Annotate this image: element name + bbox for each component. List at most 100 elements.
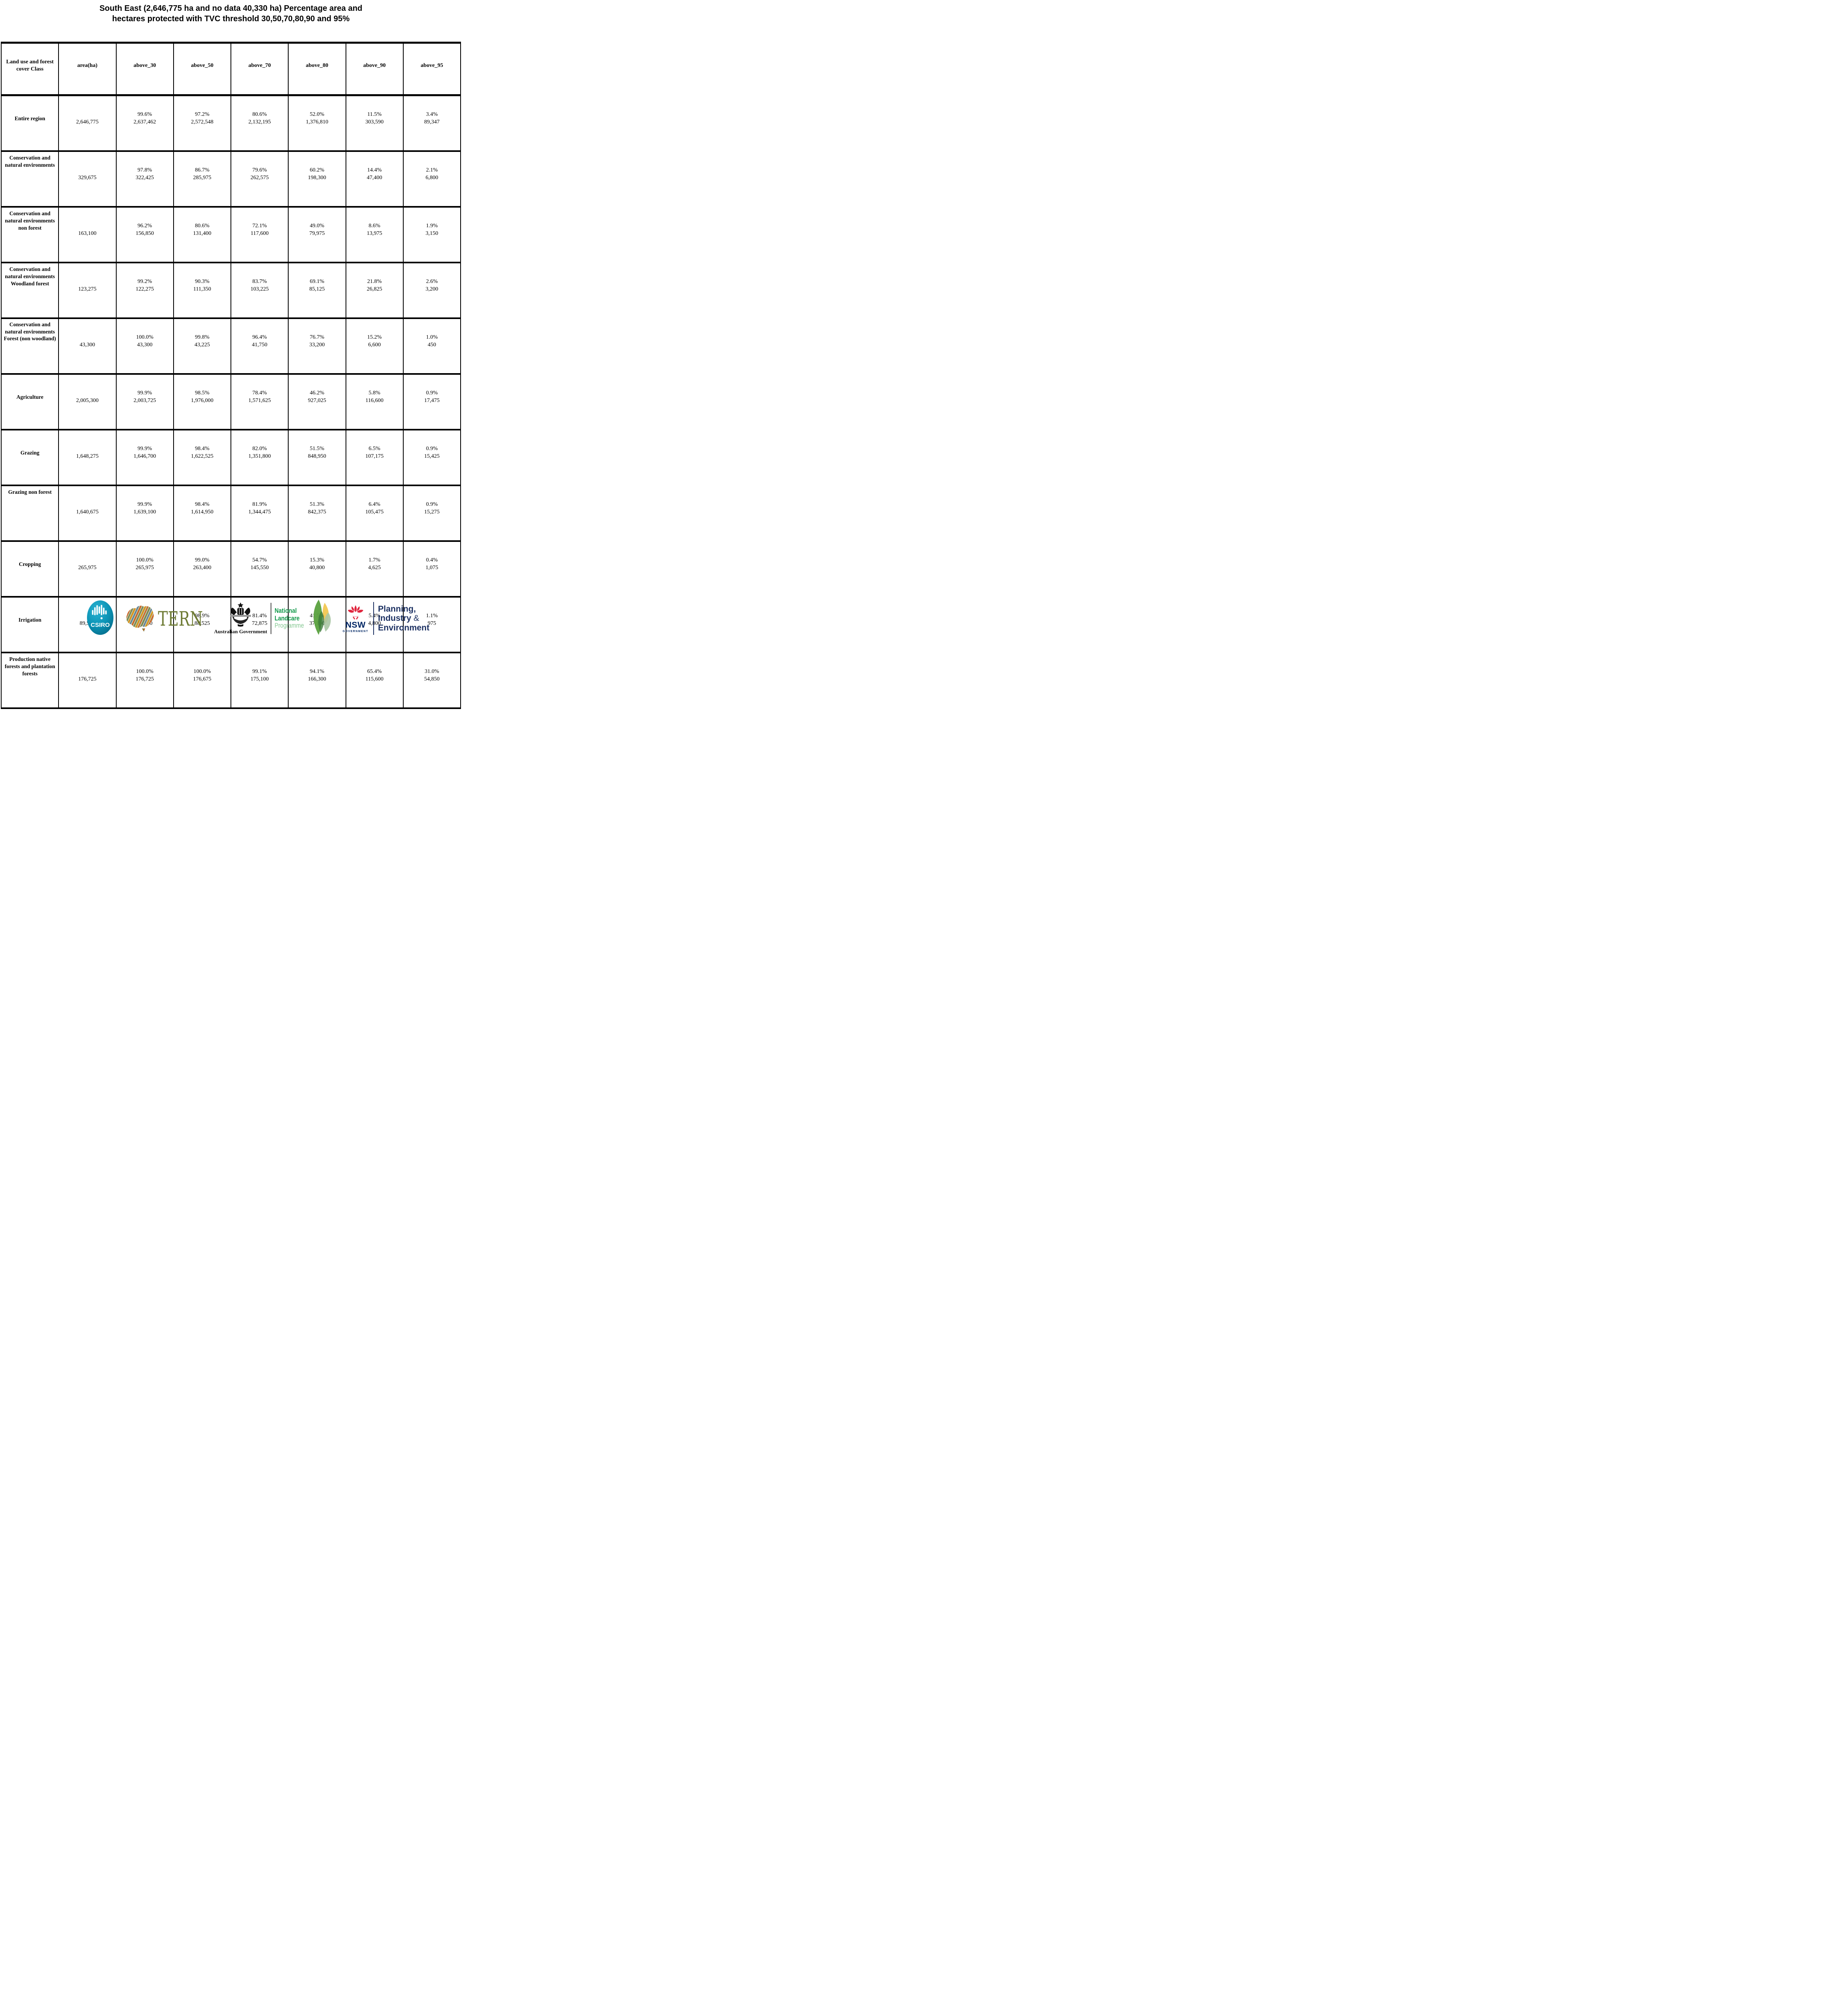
australian-government-label: Australian Government [214,628,267,634]
above90-cell: 6.4% 105,475 [345,485,404,541]
above95-cell: 1.0% 450 [402,317,461,374]
above90-cell: 21.8% 26,825 [345,262,404,319]
above90-cell: 5.8% 116,600 [345,373,404,430]
above30-cell: 100.0% 176,725 [115,652,174,709]
above30-cell: 97.8% 322,425 [115,150,174,207]
ampersand: & [413,614,419,623]
above80-cell: 76.7% 33,200 [288,317,346,374]
row-label: Grazing non forest [0,485,59,541]
area-cell: 176,725 [58,652,117,709]
area-cell: 329,675 [58,150,117,207]
column-header-above50: above_50 [173,42,232,96]
svg-text:TERN: TERN [158,607,203,630]
nsw-waratah-icon [347,604,364,620]
page-title: South East (2,646,775 ha and no data 40,… [0,3,462,24]
above90-cell: 11.5% 303,590 [345,94,404,152]
above80-cell: 60.2% 198,300 [288,150,346,207]
above80-cell: 51.3% 842,375 [288,485,346,541]
table-container: Land use and forest cover Class area(ha)… [0,42,461,709]
area-cell: 265,975 [58,540,117,597]
above30-cell: 99.9% 1,639,100 [115,485,174,541]
above50-cell: 98.4% 1,622,525 [173,429,232,486]
above90-cell: 15.2% 6,600 [345,317,404,374]
above50-cell: 99.0% 263,400 [173,540,232,597]
above30-cell: 99.9% 2,003,725 [115,373,174,430]
above70-cell: 80.6% 2,132,195 [230,94,289,152]
above95-cell: 2.1% 6,800 [402,150,461,207]
header-row: Land use and forest cover Class area(ha)… [0,42,461,96]
table-row: Cropping 265,975 100.0% 265,975 99.0% 263,… [0,540,461,597]
column-header-class: Land use and forest cover Class [0,42,59,96]
row-label: Conservation and natural environments no… [0,206,59,263]
tern-logo: TERN [123,604,204,633]
row-label: Entire region [0,94,59,152]
table-row: Production native forests and plantation… [0,652,461,709]
table-row: Agriculture 2,005,300 99.9% 2,003,725 98.… [0,373,461,430]
above80-cell: 69.1% 85,125 [288,262,346,319]
above50-cell: 90.3% 111,350 [173,262,232,319]
above30-cell: 99.2% 122,275 [115,262,174,319]
above50-cell: 98.5% 1,976,000 [173,373,232,430]
above50-cell: 100.0% 176,675 [173,652,232,709]
table-body: Entire region 2,646,775 99.6% 2,637,462 9… [0,94,461,709]
above80-cell: 49.0% 79,975 [288,206,346,263]
above30-cell: 96.2% 156,850 [115,206,174,263]
landcare-line3: Programme [274,622,304,630]
above70-cell: 81.9% 1,344,475 [230,485,289,541]
area-cell: 2,646,775 [58,94,117,152]
row-label: Irrigation [0,596,59,653]
above70-cell: 72.1% 117,600 [230,206,289,263]
row-label: Cropping [0,540,59,597]
area-cell: 2,005,300 [58,373,117,430]
above80-cell: 52.0% 1,376,810 [288,94,346,152]
above80-cell: 94.1% 166,300 [288,652,346,709]
csiro-icon: CSIRO [87,600,113,635]
above95-cell: 0.4% 1,075 [402,540,461,597]
table-row: Grazing 1,648,275 99.9% 1,646,700 98.4% 1,… [0,429,461,486]
row-label: Grazing [0,429,59,486]
nsw-government-logo: NSW GOVERNMENT [343,604,368,633]
above30-cell: 100.0% 43,300 [115,317,174,374]
above70-cell: 54.7% 145,550 [230,540,289,597]
area-cell: 1,648,275 [58,429,117,486]
column-header-above95: above_95 [402,42,461,96]
above30-cell: 100.0% 265,975 [115,540,174,597]
above70-cell: 96.4% 41,750 [230,317,289,374]
table-header: Land use and forest cover Class area(ha)… [0,42,461,96]
logo-strip: CSIRO [0,598,462,639]
australian-government-logo: Australian Government [214,602,267,635]
above95-cell: 1.1% 975 [402,596,461,653]
tern-wordmark: TERN [158,607,203,630]
landcare-line1: National [274,607,297,614]
area-cell: 1,640,675 [58,485,117,541]
row-label: Conservation and natural environments Wo… [0,262,59,319]
data-table: Land use and forest cover Class area(ha)… [0,42,461,709]
landcare-leaves-icon [307,599,336,638]
column-header-area: area(ha) [58,42,117,96]
above95-cell: 1.9% 3,150 [402,206,461,263]
above70-cell: 78.4% 1,571,625 [230,373,289,430]
column-header-above30: above_30 [115,42,174,96]
above90-cell: 6.5% 107,175 [345,429,404,486]
planning-industry-environment-wordmark: Planning, Industry & Environment [378,604,429,633]
area-cell: 43,300 [58,317,117,374]
above95-cell: 0.9% 15,425 [402,429,461,486]
page-title-line1: South East (2,646,775 ha and no data 40,… [99,4,362,13]
nsw-label: NSW [345,620,366,630]
area-cell: 163,100 [58,206,117,263]
above90-cell: 14.4% 47,400 [345,150,404,207]
above95-cell: 0.9% 17,475 [402,373,461,430]
above95-cell: 3.4% 89,347 [402,94,461,152]
above95-cell: 0.9% 15,275 [402,485,461,541]
above50-cell: 97.2% 2,572,548 [173,94,232,152]
row-label: Conservation and natural environments [0,150,59,207]
above30-cell: 99.6% 2,637,462 [115,94,174,152]
row-label: Conservation and natural environments Fo… [0,317,59,374]
table-row: Conservation and natural environments 32… [0,150,461,207]
above50-cell: 99.8% 43,225 [173,317,232,374]
column-header-above90: above_90 [345,42,404,96]
row-label: Production native forests and plantation… [0,652,59,709]
table-row: Conservation and natural environments Wo… [0,262,461,319]
above80-cell: 46.2% 927,025 [288,373,346,430]
above30-cell: 99.9% 1,646,700 [115,429,174,486]
